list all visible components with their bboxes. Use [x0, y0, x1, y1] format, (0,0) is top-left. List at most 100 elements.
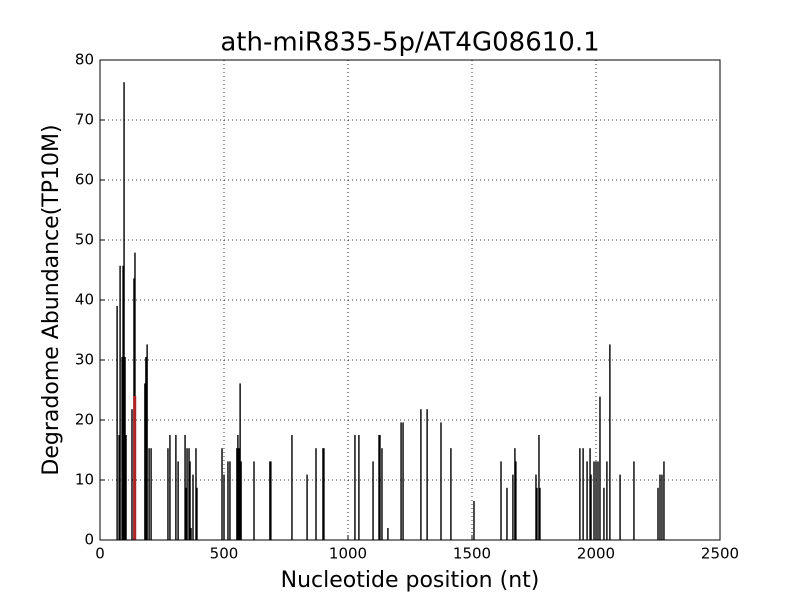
- bar: [167, 448, 169, 540]
- bar: [175, 435, 177, 540]
- y-tick-label: 60: [75, 171, 94, 189]
- bar: [515, 461, 517, 540]
- x-tick-label: 2500: [701, 545, 739, 563]
- bar: [269, 461, 271, 540]
- bar: [195, 448, 197, 540]
- bar: [121, 357, 123, 540]
- bar: [402, 422, 404, 540]
- bar: [118, 435, 120, 540]
- bar: [426, 409, 428, 540]
- bar: [148, 448, 150, 540]
- y-tick-label: 50: [75, 231, 94, 249]
- bar: [306, 474, 308, 540]
- bar: [177, 461, 179, 540]
- x-tick-label: 0: [95, 545, 105, 563]
- chart-title: ath-miR835-5p/AT4G08610.1: [220, 28, 599, 58]
- bar: [239, 383, 241, 540]
- bar: [238, 448, 240, 540]
- bar: [291, 435, 293, 540]
- bar: [123, 82, 125, 540]
- bar: [619, 474, 621, 540]
- bar: [593, 461, 595, 540]
- y-tick-label: 10: [75, 471, 94, 489]
- bar: [223, 474, 225, 540]
- y-axis-label: Degradome Abundance(TP10M): [39, 124, 64, 475]
- bar: [227, 461, 229, 540]
- bar: [663, 461, 665, 540]
- bar: [582, 448, 584, 540]
- bar: [236, 448, 238, 540]
- bar: [378, 435, 380, 540]
- bar: [196, 487, 198, 540]
- bar: [192, 474, 194, 540]
- bar: [144, 383, 146, 540]
- y-tick-label: 70: [75, 111, 94, 129]
- bar: [240, 461, 242, 540]
- bar: [514, 448, 516, 540]
- bar: [169, 435, 171, 540]
- y-tick-label: 20: [75, 411, 94, 429]
- bar: [659, 474, 661, 540]
- bar: [131, 409, 133, 540]
- bar: [539, 487, 541, 540]
- bar: [190, 528, 192, 540]
- bar: [124, 357, 126, 540]
- bar: [358, 435, 360, 540]
- bar: [536, 487, 538, 540]
- bar: [146, 344, 148, 540]
- bar: [500, 461, 502, 540]
- bar: [595, 461, 597, 540]
- bar: [633, 461, 635, 540]
- bar: [589, 448, 591, 540]
- x-tick-label: 500: [210, 545, 239, 563]
- bar: [184, 435, 186, 540]
- bar: [253, 461, 255, 540]
- bar: [473, 501, 475, 540]
- bar: [150, 448, 152, 540]
- bar: [119, 265, 121, 540]
- bar: [381, 448, 383, 540]
- bar: [538, 435, 540, 540]
- bar: [661, 474, 663, 540]
- plot-frame: [99, 59, 721, 541]
- bar: [133, 396, 137, 540]
- x-axis-label: Nucleotide position (nt): [281, 568, 540, 593]
- bar: [599, 396, 601, 540]
- bar: [189, 461, 191, 540]
- bar: [579, 448, 581, 540]
- bar: [122, 265, 124, 540]
- bar: [372, 461, 374, 540]
- bar: [323, 448, 325, 540]
- y-tick-label: 30: [75, 351, 94, 369]
- bar: [597, 461, 599, 540]
- bar: [270, 461, 272, 540]
- bar: [450, 448, 452, 540]
- bar: [379, 435, 381, 540]
- bar: [354, 435, 356, 540]
- y-tick-label: 40: [75, 291, 94, 309]
- bar: [229, 461, 231, 540]
- bar: [512, 474, 514, 540]
- bar: [322, 448, 324, 540]
- x-tick-label: 1000: [329, 545, 367, 563]
- bar: [657, 487, 659, 540]
- x-tick-label: 2000: [577, 545, 615, 563]
- bar: [188, 448, 190, 540]
- bar: [315, 448, 317, 540]
- x-tick-label: 1500: [453, 545, 491, 563]
- bar: [590, 474, 592, 540]
- bar: [145, 357, 147, 540]
- bar: [400, 422, 402, 540]
- bar: [535, 474, 537, 540]
- bar: [506, 487, 508, 540]
- y-tick-label: 0: [84, 531, 94, 549]
- bar: [116, 306, 118, 540]
- bar: [440, 422, 442, 540]
- bar: [586, 461, 588, 540]
- y-tick-label: 80: [75, 51, 94, 69]
- bar: [125, 435, 127, 540]
- bar: [221, 448, 223, 540]
- bar: [387, 528, 389, 540]
- bar: [185, 487, 187, 540]
